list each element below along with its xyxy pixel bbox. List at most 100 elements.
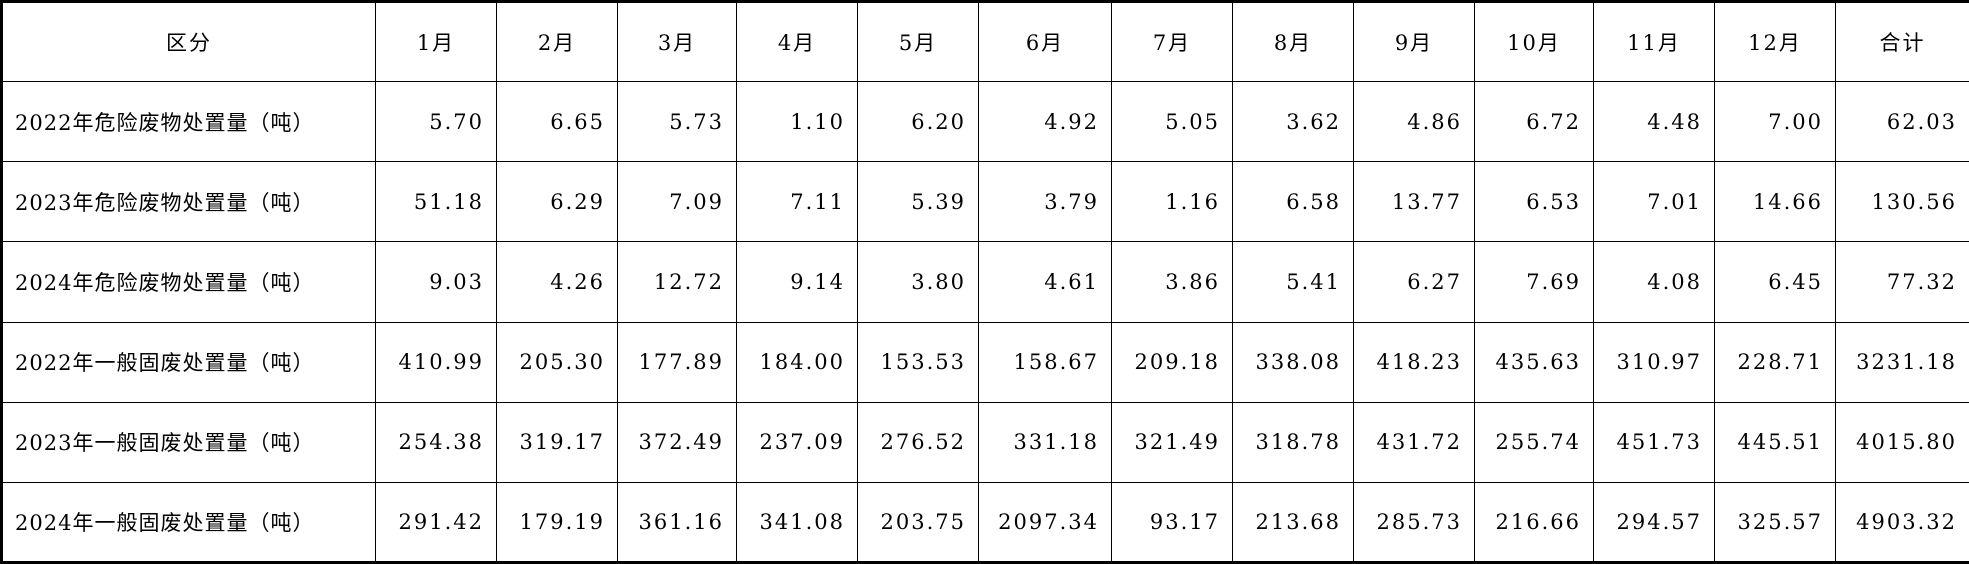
value-cell: 3.62: [1232, 81, 1354, 163]
header-cell: 6月: [978, 0, 1112, 83]
table-row: 2023年一般固废处置量（吨） 254.38 319.17 372.49 237.09 2…: [1, 401, 1969, 483]
value-cell: 158.67: [978, 321, 1112, 403]
value-cell: 12.72: [617, 241, 737, 323]
header-cell: 8月: [1232, 0, 1354, 83]
value-cell: 6.72: [1474, 81, 1594, 163]
value-cell: 3.79: [978, 161, 1112, 243]
value-cell: 319.17: [496, 401, 618, 483]
row-label: 2023年危险废物处置量（吨）: [1, 161, 376, 243]
value-cell: 372.49: [617, 401, 737, 483]
value-cell: 6.20: [857, 81, 979, 163]
header-cell: 3月: [617, 0, 737, 83]
value-cell: 4903.32: [1835, 481, 1969, 564]
row-label: 2022年危险废物处置量（吨）: [1, 81, 376, 163]
value-cell: 5.39: [857, 161, 979, 243]
value-cell: 216.66: [1474, 481, 1594, 564]
value-cell: 451.73: [1593, 401, 1715, 483]
value-cell: 9.14: [736, 241, 858, 323]
value-cell: 338.08: [1232, 321, 1354, 403]
table-row: 2024年危险废物处置量（吨） 9.03 4.26 12.72 9.14 3.80 4.61…: [1, 241, 1969, 323]
value-cell: 291.42: [375, 481, 497, 564]
value-cell: 6.65: [496, 81, 618, 163]
header-row: 区分 1月 2月 3月 4月 5月 6月 7月 8月 9月 10月 11月 12月 合计: [1, 0, 1969, 83]
header-cell: 区分: [1, 0, 376, 83]
value-cell: 6.45: [1714, 241, 1836, 323]
value-cell: 341.08: [736, 481, 858, 564]
header-cell: 合计: [1835, 0, 1969, 83]
value-cell: 3.86: [1111, 241, 1233, 323]
value-cell: 4.92: [978, 81, 1112, 163]
value-cell: 130.56: [1835, 161, 1969, 243]
value-cell: 7.69: [1474, 241, 1594, 323]
header-cell: 1月: [375, 0, 497, 83]
value-cell: 294.57: [1593, 481, 1715, 564]
value-cell: 331.18: [978, 401, 1112, 483]
header-cell: 2月: [496, 0, 618, 83]
value-cell: 1.16: [1111, 161, 1233, 243]
value-cell: 318.78: [1232, 401, 1354, 483]
value-cell: 310.97: [1593, 321, 1715, 403]
value-cell: 51.18: [375, 161, 497, 243]
value-cell: 184.00: [736, 321, 858, 403]
value-cell: 431.72: [1353, 401, 1475, 483]
table-row: 2022年危险废物处置量（吨） 5.70 6.65 5.73 1.10 6.20 4.92 5…: [1, 81, 1969, 163]
row-label: 2024年一般固废处置量（吨）: [1, 481, 376, 564]
value-cell: 7.11: [736, 161, 858, 243]
header-cell: 11月: [1593, 0, 1715, 83]
header-cell: 9月: [1353, 0, 1475, 83]
table-row: 2023年危险废物处置量（吨） 51.18 6.29 7.09 7.11 5.39 3.79…: [1, 161, 1969, 243]
header-cell: 4月: [736, 0, 858, 83]
value-cell: 410.99: [375, 321, 497, 403]
value-cell: 3.80: [857, 241, 979, 323]
header-cell: 12月: [1714, 0, 1836, 83]
value-cell: 5.41: [1232, 241, 1354, 323]
value-cell: 6.27: [1353, 241, 1475, 323]
value-cell: 7.01: [1593, 161, 1715, 243]
value-cell: 179.19: [496, 481, 618, 564]
value-cell: 4.08: [1593, 241, 1715, 323]
value-cell: 203.75: [857, 481, 979, 564]
value-cell: 435.63: [1474, 321, 1594, 403]
value-cell: 4.48: [1593, 81, 1715, 163]
value-cell: 5.70: [375, 81, 497, 163]
table-row: 2024年一般固废处置量（吨） 291.42 179.19 361.16 341.08 2…: [1, 481, 1969, 564]
value-cell: 237.09: [736, 401, 858, 483]
value-cell: 62.03: [1835, 81, 1969, 163]
value-cell: 6.29: [496, 161, 618, 243]
value-cell: 7.00: [1714, 81, 1836, 163]
value-cell: 14.66: [1714, 161, 1836, 243]
value-cell: 13.77: [1353, 161, 1475, 243]
value-cell: 93.17: [1111, 481, 1233, 564]
value-cell: 321.49: [1111, 401, 1233, 483]
row-label: 2023年一般固废处置量（吨）: [1, 401, 376, 483]
value-cell: 418.23: [1353, 321, 1475, 403]
value-cell: 3231.18: [1835, 321, 1969, 403]
table-row: 2022年一般固废处置量（吨） 410.99 205.30 177.89 184.00 1…: [1, 321, 1969, 403]
value-cell: 361.16: [617, 481, 737, 564]
value-cell: 177.89: [617, 321, 737, 403]
header-cell: 5月: [857, 0, 979, 83]
header-cell: 7月: [1111, 0, 1233, 83]
value-cell: 2097.34: [978, 481, 1112, 564]
value-cell: 1.10: [736, 81, 858, 163]
value-cell: 255.74: [1474, 401, 1594, 483]
value-cell: 325.57: [1714, 481, 1836, 564]
value-cell: 285.73: [1353, 481, 1475, 564]
value-cell: 5.05: [1111, 81, 1233, 163]
value-cell: 4.86: [1353, 81, 1475, 163]
value-cell: 77.32: [1835, 241, 1969, 323]
value-cell: 153.53: [857, 321, 979, 403]
value-cell: 254.38: [375, 401, 497, 483]
value-cell: 6.58: [1232, 161, 1354, 243]
value-cell: 205.30: [496, 321, 618, 403]
row-label: 2024年危险废物处置量（吨）: [1, 241, 376, 323]
value-cell: 7.09: [617, 161, 737, 243]
row-label: 2022年一般固废处置量（吨）: [1, 321, 376, 403]
value-cell: 5.73: [617, 81, 737, 163]
value-cell: 213.68: [1232, 481, 1354, 564]
value-cell: 445.51: [1714, 401, 1836, 483]
value-cell: 209.18: [1111, 321, 1233, 403]
value-cell: 276.52: [857, 401, 979, 483]
